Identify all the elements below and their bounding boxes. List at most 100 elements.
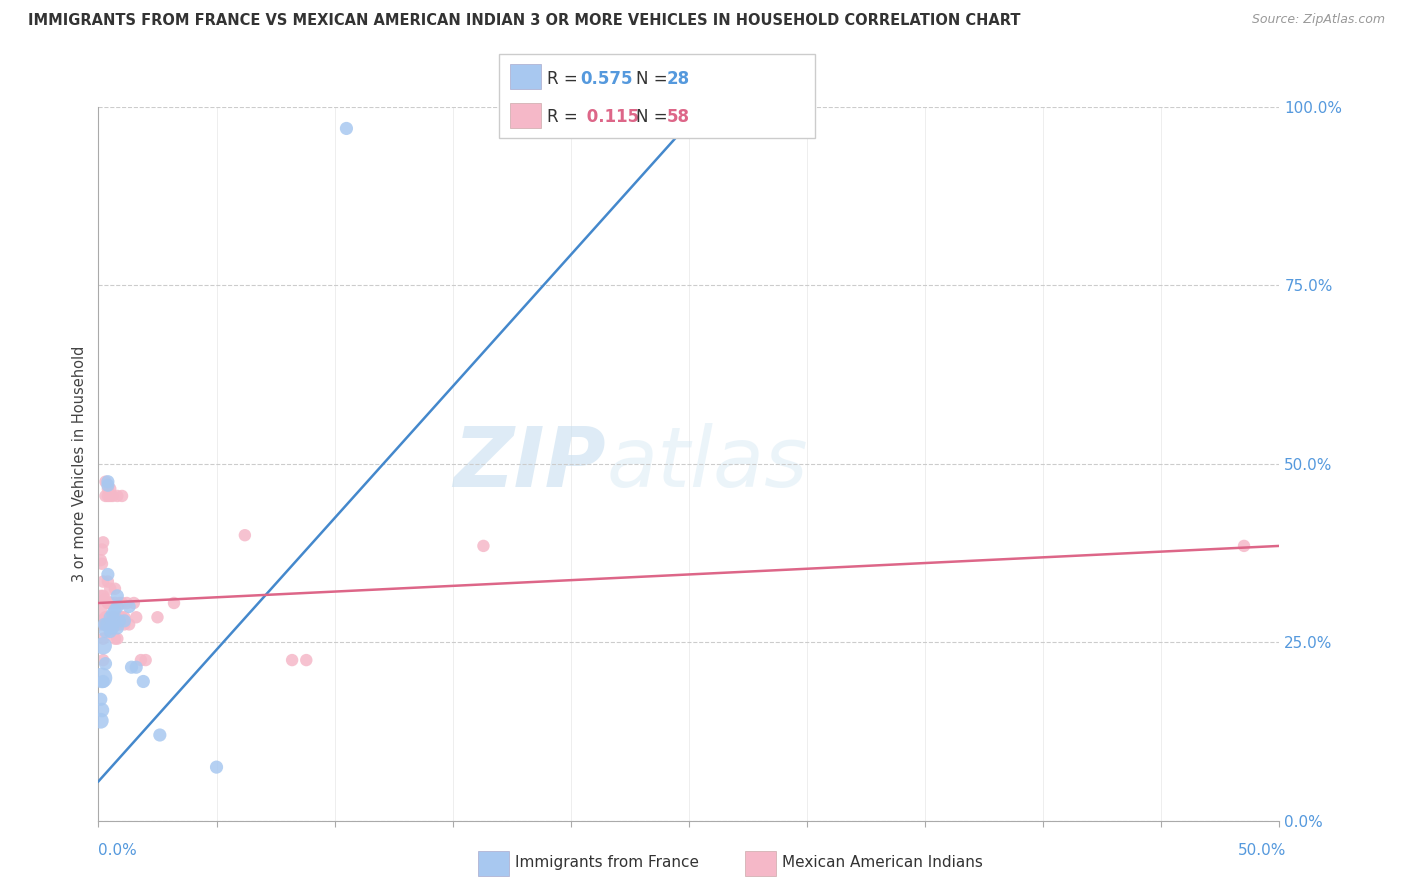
Text: Immigrants from France: Immigrants from France: [515, 855, 699, 870]
Point: [105, 621, 128, 635]
Point: [108, 617, 131, 632]
Point: [91, 674, 114, 689]
Point: [295, 653, 318, 667]
Point: [98, 621, 121, 635]
Point: [98, 489, 121, 503]
Point: [111, 489, 134, 503]
Point: [94, 624, 117, 639]
Text: 0.575: 0.575: [581, 70, 633, 87]
Point: [91, 671, 114, 685]
Point: [104, 610, 127, 624]
Point: [94, 489, 117, 503]
Point: [90, 553, 112, 567]
Point: [91, 632, 114, 646]
Point: [90, 617, 112, 632]
Point: [1233, 539, 1256, 553]
Point: [104, 596, 127, 610]
Point: [132, 674, 155, 689]
Point: [97, 489, 120, 503]
Point: [112, 614, 135, 628]
Point: [94, 610, 117, 624]
Point: [146, 610, 169, 624]
Text: Source: ZipAtlas.com: Source: ZipAtlas.com: [1251, 13, 1385, 27]
Point: [91, 614, 114, 628]
Point: [105, 632, 128, 646]
Point: [149, 728, 172, 742]
Point: [94, 475, 117, 489]
Point: [112, 610, 135, 624]
Point: [112, 617, 135, 632]
Text: 0.0%: 0.0%: [98, 843, 138, 858]
Point: [101, 610, 124, 624]
Text: 28: 28: [666, 70, 689, 87]
Text: 58: 58: [666, 108, 689, 126]
Point: [104, 632, 127, 646]
Point: [105, 599, 128, 614]
Point: [472, 539, 495, 553]
Point: [101, 607, 124, 621]
Point: [118, 599, 141, 614]
Point: [163, 596, 186, 610]
Point: [205, 760, 228, 774]
Text: atlas: atlas: [606, 424, 808, 504]
Point: [104, 614, 127, 628]
Point: [233, 528, 256, 542]
Point: [90, 589, 112, 603]
Point: [91, 639, 114, 653]
Point: [98, 482, 121, 496]
Point: [101, 489, 124, 503]
Point: [105, 489, 128, 503]
Point: [101, 610, 124, 624]
Point: [98, 582, 121, 596]
Point: [91, 589, 114, 603]
Text: 0.115: 0.115: [581, 108, 638, 126]
Text: ZIP: ZIP: [454, 424, 606, 504]
Y-axis label: 3 or more Vehicles in Household: 3 or more Vehicles in Household: [72, 346, 87, 582]
Text: R =: R =: [547, 108, 583, 126]
Point: [115, 596, 138, 610]
Point: [105, 589, 128, 603]
Point: [104, 603, 127, 617]
Point: [98, 596, 121, 610]
Point: [122, 596, 145, 610]
Point: [125, 610, 148, 624]
Point: [108, 614, 131, 628]
Point: [98, 610, 121, 624]
Point: [91, 574, 114, 589]
Point: [91, 557, 114, 571]
Point: [101, 617, 124, 632]
Point: [91, 703, 114, 717]
Point: [94, 657, 117, 671]
Point: [97, 596, 120, 610]
Point: [97, 482, 120, 496]
Point: [135, 653, 157, 667]
Point: [108, 596, 131, 610]
Point: [90, 603, 112, 617]
Point: [98, 624, 121, 639]
Point: [125, 660, 148, 674]
Point: [97, 596, 120, 610]
Point: [90, 692, 112, 706]
Text: Mexican American Indians: Mexican American Indians: [782, 855, 983, 870]
Point: [108, 610, 131, 624]
Point: [97, 617, 120, 632]
Point: [96, 617, 118, 632]
Text: R =: R =: [547, 70, 583, 87]
Point: [105, 617, 128, 632]
Text: 50.0%: 50.0%: [1239, 843, 1286, 858]
Point: [97, 475, 120, 489]
Point: [97, 574, 120, 589]
Point: [90, 714, 112, 728]
Text: N =: N =: [636, 108, 672, 126]
Point: [129, 653, 152, 667]
Point: [101, 621, 124, 635]
Point: [97, 567, 120, 582]
Point: [94, 592, 117, 607]
Point: [281, 653, 304, 667]
Point: [91, 535, 114, 549]
Point: [121, 660, 143, 674]
Text: IMMIGRANTS FROM FRANCE VS MEXICAN AMERICAN INDIAN 3 OR MORE VEHICLES IN HOUSEHOL: IMMIGRANTS FROM FRANCE VS MEXICAN AMERIC…: [28, 13, 1021, 29]
Point: [104, 582, 127, 596]
Point: [111, 610, 134, 624]
Point: [94, 617, 117, 632]
